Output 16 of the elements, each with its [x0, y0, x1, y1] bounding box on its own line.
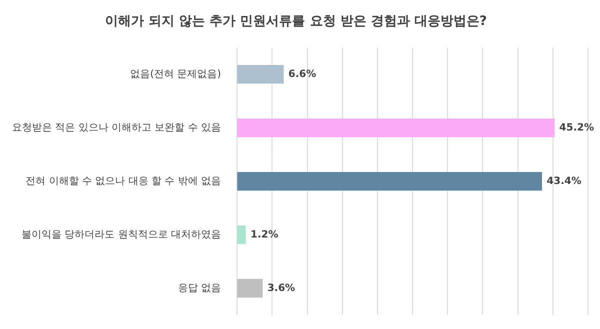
chart-title: 이해가 되지 않는 추가 민원서류를 요청 받은 경험과 대응방법은?: [105, 14, 487, 30]
data-label: 43.4%: [546, 176, 582, 187]
bar: [237, 65, 284, 84]
bar: [237, 172, 542, 191]
y-tick-label: 없음(전혀 문제없음): [130, 68, 222, 80]
y-tick-label: 전혀 이해할 수 없으나 대응 할 수 밖에 없음: [26, 176, 222, 187]
data-label: 3.6%: [267, 282, 296, 294]
y-tick-label: 요청받은 적은 있으나 이해하고 보완할 수 있음: [12, 122, 222, 134]
y-tick-label: 응답 없음: [178, 282, 222, 294]
data-label: 6.6%: [288, 68, 316, 80]
y-tick-label: 불이익을 당하더라도 원칙적으로 대처하였음: [22, 229, 222, 240]
bar: [237, 278, 263, 298]
bar: [237, 225, 246, 244]
data-label: 1.2%: [250, 229, 278, 240]
bar: [237, 118, 555, 138]
data-label: 45.2%: [559, 122, 594, 134]
